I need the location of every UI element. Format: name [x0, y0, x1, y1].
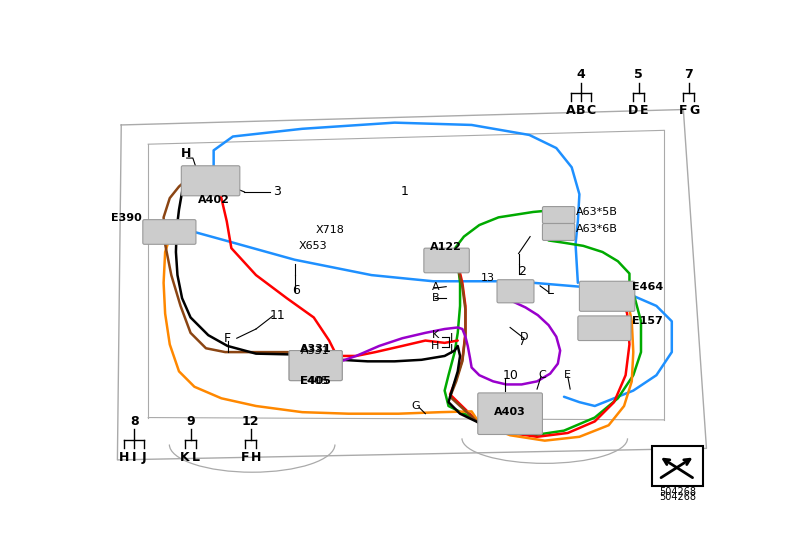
Text: L: L	[192, 451, 200, 464]
Text: F: F	[224, 332, 231, 345]
Text: 11: 11	[270, 309, 286, 321]
Text: B: B	[576, 104, 586, 117]
Text: F: F	[679, 104, 688, 117]
Text: B: B	[431, 293, 439, 303]
Text: D: D	[628, 104, 638, 117]
Text: 3: 3	[273, 185, 281, 198]
Text: 8: 8	[130, 414, 138, 427]
Text: A: A	[566, 104, 576, 117]
Text: K: K	[180, 451, 190, 464]
Text: D: D	[520, 332, 529, 342]
Text: J: J	[142, 451, 146, 464]
Text: 2: 2	[518, 265, 526, 278]
FancyBboxPatch shape	[579, 281, 635, 311]
Text: X718: X718	[316, 226, 345, 235]
Text: A63*5B: A63*5B	[576, 207, 618, 217]
Text: 6: 6	[292, 284, 300, 297]
Text: 504268: 504268	[658, 492, 696, 502]
FancyBboxPatch shape	[289, 351, 342, 381]
Text: A402: A402	[198, 195, 230, 206]
Text: 504268: 504268	[658, 487, 696, 497]
Text: E: E	[564, 370, 571, 380]
FancyBboxPatch shape	[542, 207, 574, 223]
Text: A122: A122	[430, 241, 462, 251]
Text: 10: 10	[502, 368, 518, 382]
Text: H: H	[251, 451, 261, 464]
Text: A63*6B: A63*6B	[576, 224, 618, 234]
Text: X653: X653	[298, 241, 327, 251]
Text: C: C	[586, 104, 595, 117]
Text: G: G	[412, 401, 421, 411]
Text: 7: 7	[684, 68, 693, 81]
Bar	[652, 446, 702, 486]
Text: 1: 1	[401, 185, 409, 198]
Text: I: I	[132, 451, 137, 464]
Text: J: J	[450, 344, 454, 354]
Text: E405: E405	[302, 376, 330, 386]
FancyBboxPatch shape	[542, 223, 574, 240]
Text: K: K	[432, 330, 439, 340]
Text: H: H	[431, 341, 439, 351]
Text: 13: 13	[481, 273, 494, 283]
Text: 5: 5	[634, 68, 643, 81]
FancyBboxPatch shape	[478, 393, 542, 435]
FancyBboxPatch shape	[578, 316, 631, 340]
Text: 12: 12	[242, 414, 259, 427]
Text: A331: A331	[299, 344, 331, 354]
FancyBboxPatch shape	[289, 351, 342, 381]
FancyBboxPatch shape	[182, 166, 240, 196]
FancyBboxPatch shape	[143, 220, 196, 244]
Text: E464: E464	[632, 282, 663, 292]
Text: A: A	[431, 282, 439, 292]
Text: L: L	[546, 284, 554, 297]
Text: 9: 9	[186, 414, 195, 427]
Text: E157: E157	[632, 316, 662, 326]
Text: G: G	[689, 104, 699, 117]
Text: C: C	[538, 370, 546, 380]
FancyBboxPatch shape	[424, 248, 470, 273]
Text: E390: E390	[111, 213, 142, 223]
Text: F: F	[241, 451, 250, 464]
Text: A403: A403	[494, 407, 526, 417]
Text: A331: A331	[301, 346, 330, 356]
FancyBboxPatch shape	[497, 279, 534, 303]
Text: E405: E405	[300, 376, 330, 386]
Text: H: H	[181, 147, 191, 160]
Text: H: H	[119, 451, 130, 464]
Text: I: I	[450, 333, 454, 343]
Text: 4: 4	[577, 68, 586, 81]
Text: E: E	[640, 104, 648, 117]
